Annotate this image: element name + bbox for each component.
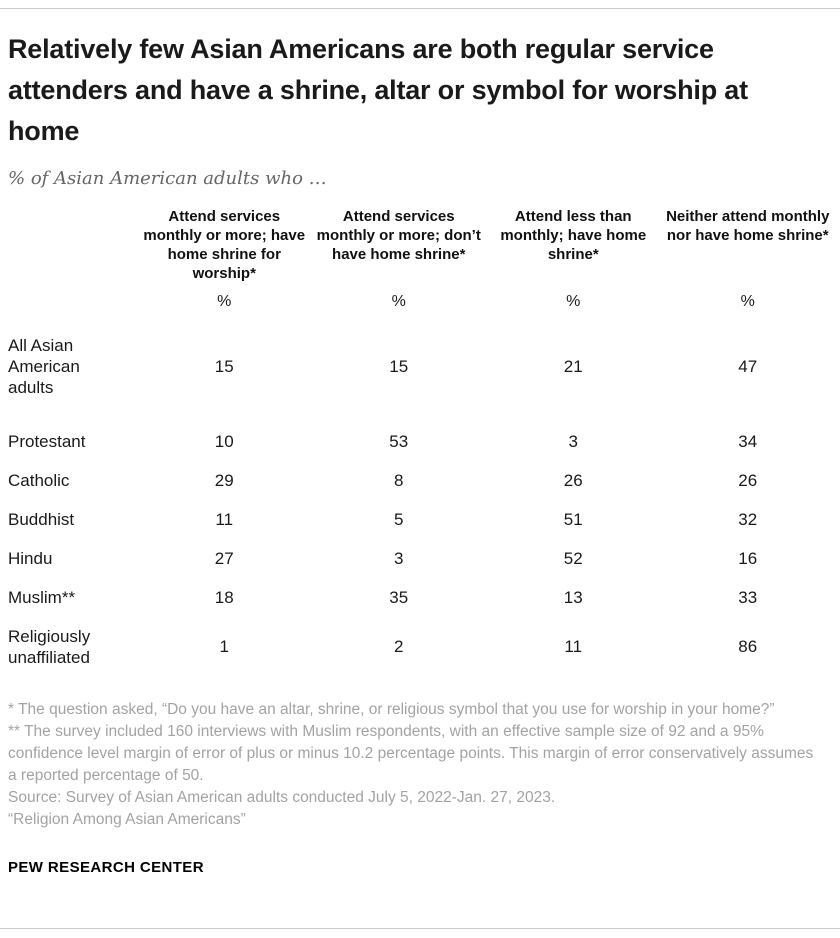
cell-value: 3 xyxy=(394,548,404,568)
report-title-note: “Religion Among Asian Americans” xyxy=(8,811,246,828)
unit-label: % xyxy=(740,293,755,310)
row-label: Hindu xyxy=(8,549,53,568)
cell-value: 3 xyxy=(568,431,578,451)
row-label: Protestant xyxy=(8,432,86,451)
table-body: All Asian American adults 15 15 21 47 Pr… xyxy=(8,325,832,677)
cell-value: 11 xyxy=(215,509,234,529)
cell-value: 27 xyxy=(214,548,234,568)
row-label: Muslim** xyxy=(8,588,76,607)
unit-row: % % % % xyxy=(8,293,832,311)
chart-title: Relatively few Asian Americans are both … xyxy=(8,34,748,146)
column-header: Attend services monthly or more; don’t h… xyxy=(316,208,481,263)
top-divider xyxy=(0,8,840,9)
column-header: Neither attend monthly nor have home shr… xyxy=(666,208,830,244)
table-row: Protestant 10 53 3 34 xyxy=(8,422,832,461)
table-row: Religiously unaffiliated 1 2 11 86 xyxy=(8,617,832,677)
cell-value: 15 xyxy=(214,356,234,376)
table-header-row: Attend services monthly or more; have ho… xyxy=(8,207,832,283)
cell-value: 34 xyxy=(738,431,758,451)
column-header: Attend less than monthly; have home shri… xyxy=(500,208,647,263)
table-row: Catholic 29 8 26 26 xyxy=(8,461,832,500)
cell-value: 26 xyxy=(563,470,583,490)
row-label: Catholic xyxy=(8,471,70,490)
chart-subtitle: % of Asian American adults who … xyxy=(8,168,327,189)
cell-value: 18 xyxy=(214,587,234,607)
cell-value: 11 xyxy=(564,637,583,656)
cell-value: 29 xyxy=(214,470,234,490)
chart-card: Relatively few Asian Americans are both … xyxy=(0,29,840,876)
cell-value: 16 xyxy=(738,548,758,568)
row-label: All Asian American adults xyxy=(8,336,80,397)
cell-value: 86 xyxy=(738,637,758,656)
cell-value: 2 xyxy=(394,637,404,656)
column-header: Attend services monthly or more; have ho… xyxy=(143,208,306,282)
unit-label: % xyxy=(391,293,406,310)
footnotes: * The question asked, “Do you have an al… xyxy=(8,699,818,831)
cell-value: 47 xyxy=(738,356,758,376)
cell-value: 51 xyxy=(563,509,583,529)
cell-value: 52 xyxy=(563,548,583,568)
source-note: Source: Survey of Asian American adults … xyxy=(8,789,556,806)
row-label: Buddhist xyxy=(8,510,75,529)
footnote-asterisk: * The question asked, “Do you have an al… xyxy=(8,701,775,718)
data-table: Attend services monthly or more; have ho… xyxy=(8,207,832,677)
cell-value: 32 xyxy=(738,509,758,529)
cell-value: 35 xyxy=(389,587,409,607)
row-label: Religiously unaffiliated xyxy=(8,627,91,667)
cell-value: 8 xyxy=(394,470,404,490)
cell-value: 15 xyxy=(389,356,409,376)
bottom-divider xyxy=(0,928,840,929)
cell-value: 10 xyxy=(214,431,234,451)
pew-research-center-logo-text: PEW RESEARCH CENTER xyxy=(8,859,204,876)
cell-value: 26 xyxy=(738,470,758,490)
table-row: Muslim** 18 35 13 33 xyxy=(8,578,832,617)
cell-value: 1 xyxy=(219,637,229,656)
cell-value: 53 xyxy=(389,431,409,451)
unit-label: % xyxy=(566,293,581,310)
unit-label: % xyxy=(217,293,232,310)
table-row: All Asian American adults 15 15 21 47 xyxy=(8,325,832,408)
cell-value: 5 xyxy=(394,509,404,529)
cell-value: 33 xyxy=(738,587,758,607)
table-row: Hindu 27 3 52 16 xyxy=(8,539,832,578)
cell-value: 13 xyxy=(563,587,583,607)
cell-value: 21 xyxy=(563,356,583,376)
table-row: Buddhist 11 5 51 32 xyxy=(8,500,832,539)
footnote-double-asterisk: ** The survey included 160 interviews wi… xyxy=(8,723,814,784)
